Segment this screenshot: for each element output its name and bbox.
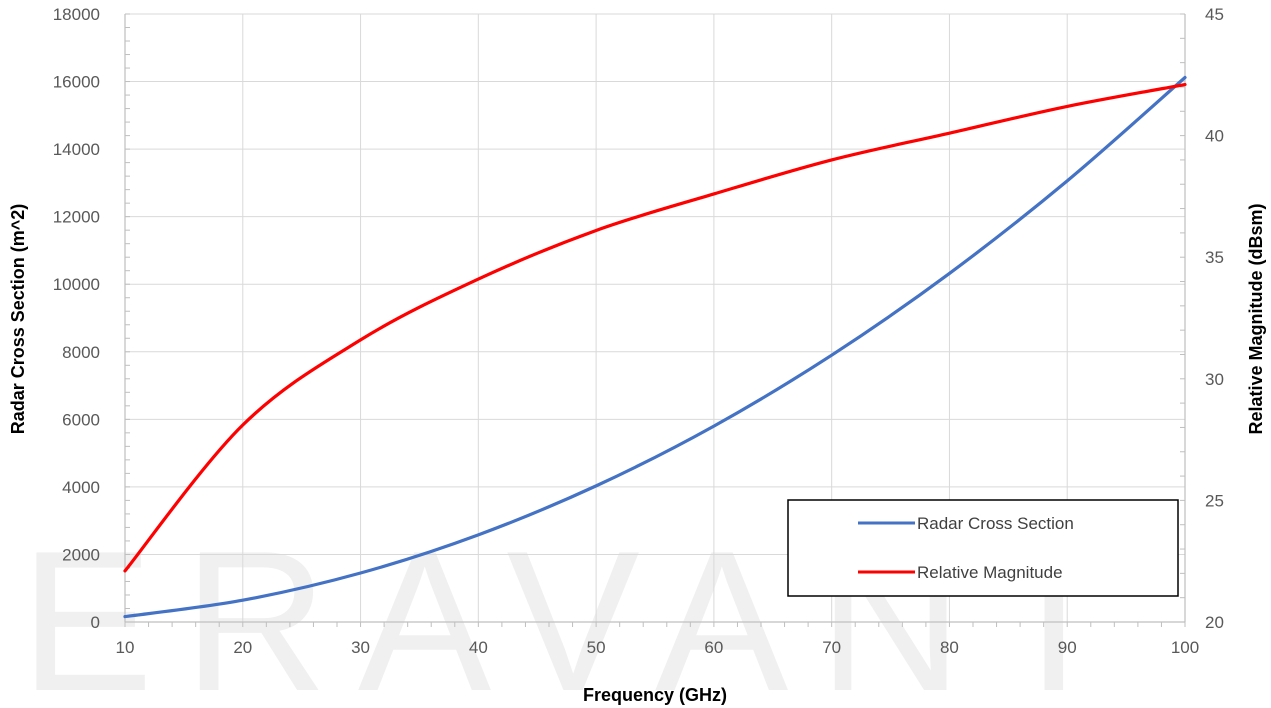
x-tick-label: 20 bbox=[233, 638, 252, 657]
x-tick-label: 90 bbox=[1058, 638, 1077, 657]
y-left-tick-label: 18000 bbox=[53, 5, 100, 24]
y-left-tick-label: 6000 bbox=[62, 410, 100, 429]
y-left-tick-label: 14000 bbox=[53, 140, 100, 159]
x-axis-title: Frequency (GHz) bbox=[583, 685, 727, 705]
y-left-tick-label: 4000 bbox=[62, 478, 100, 497]
y-right-tick-label: 40 bbox=[1205, 127, 1224, 146]
y-left-tick-label: 0 bbox=[91, 613, 100, 632]
y-left-axis-title: Radar Cross Section (m^2) bbox=[8, 204, 28, 435]
y-right-axis-title: Relative Magnitude (dBsm) bbox=[1246, 203, 1266, 434]
legend-label-relative-magnitude: Relative Magnitude bbox=[917, 563, 1063, 582]
y-right-tick-label: 20 bbox=[1205, 613, 1224, 632]
legend: Radar Cross Section Relative Magnitude bbox=[787, 499, 1179, 597]
x-tick-label: 10 bbox=[116, 638, 135, 657]
legend-box bbox=[787, 499, 1179, 597]
x-tick-label: 30 bbox=[351, 638, 370, 657]
y-right-tick-label: 25 bbox=[1205, 491, 1224, 510]
y-left-tick-label: 10000 bbox=[53, 275, 100, 294]
y-right-tick-label: 35 bbox=[1205, 248, 1224, 267]
y-right-axis-ticks: 20 25 30 35 40 45 bbox=[1205, 5, 1224, 632]
y-right-tick-label: 45 bbox=[1205, 5, 1224, 24]
y-left-tick-label: 8000 bbox=[62, 343, 100, 362]
x-tick-label: 70 bbox=[822, 638, 841, 657]
axes bbox=[124, 13, 1186, 627]
y-right-tick-label: 30 bbox=[1205, 370, 1224, 389]
series-layer bbox=[123, 75, 1187, 619]
x-axis-ticks: 10 20 30 40 50 60 70 80 90 100 bbox=[116, 638, 1200, 657]
legend-label-radar-cross-section: Radar Cross Section bbox=[917, 514, 1074, 533]
x-tick-label: 50 bbox=[587, 638, 606, 657]
x-tick-label: 60 bbox=[704, 638, 723, 657]
y-left-tick-label: 16000 bbox=[53, 73, 100, 92]
series-line-radar-cross-section bbox=[123, 75, 1187, 619]
y-left-tick-label: 12000 bbox=[53, 208, 100, 227]
series-line-relative-magnitude bbox=[123, 82, 1187, 573]
x-tick-label: 80 bbox=[940, 638, 959, 657]
x-tick-label: 40 bbox=[469, 638, 488, 657]
y-left-tick-label: 2000 bbox=[62, 545, 100, 564]
y-left-axis-ticks: 0 2000 4000 6000 8000 10000 12000 14000 16000 180… bbox=[53, 5, 100, 632]
x-tick-label: 100 bbox=[1171, 638, 1199, 657]
